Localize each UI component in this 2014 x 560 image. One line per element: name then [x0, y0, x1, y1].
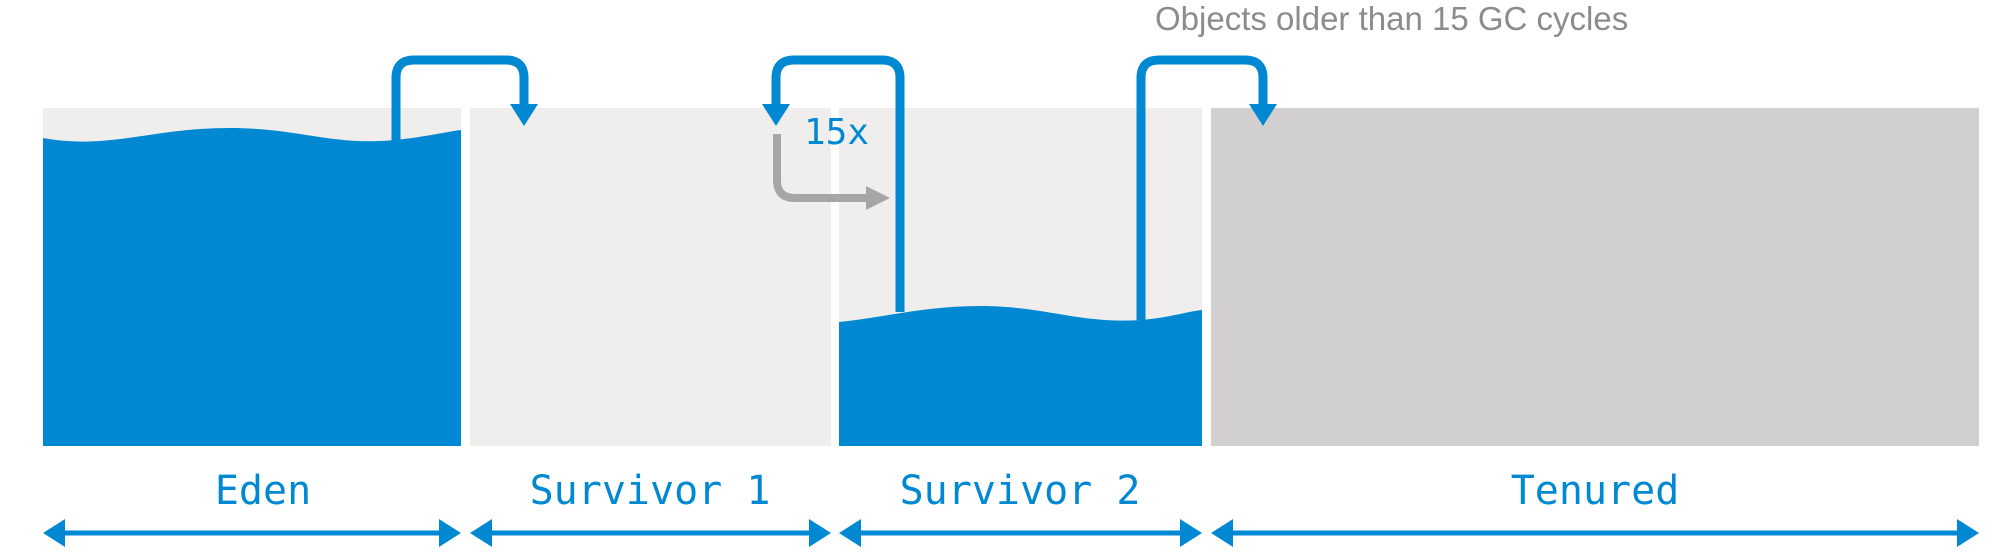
annotation-text: Objects older than 15 GC cycles	[1155, 0, 1628, 37]
repeat-count-label: 15x	[804, 112, 869, 153]
gray-cycle-arrow-head	[866, 186, 890, 210]
survivor2-fill	[839, 306, 1202, 446]
size-arrow-survivor2	[839, 519, 1202, 547]
arrow-survivor2-to-tenured	[1136, 55, 1268, 320]
arrow-survivor2-to-tenured-head	[1249, 104, 1277, 126]
region-label-eden: Eden	[215, 468, 311, 514]
arrow-eden-to-survivor1	[391, 55, 529, 142]
survivor1-region	[470, 108, 831, 446]
region-label-survivor1: Survivor 1	[530, 468, 771, 514]
arrow-eden-to-survivor1-head	[510, 104, 538, 126]
arrow-survivor2-to-survivor1-head	[762, 104, 790, 126]
tenured-region	[1211, 108, 1979, 446]
size-arrow-survivor1	[470, 519, 831, 547]
size-arrow-tenured	[1211, 519, 1979, 547]
size-arrow-eden	[43, 519, 461, 547]
arrow-survivor2-to-survivor1	[771, 55, 905, 312]
region-label-tenured: Tenured	[1511, 468, 1680, 514]
gray-cycle-arrow	[773, 134, 868, 202]
region-label-survivor2: Survivor 2	[900, 468, 1141, 514]
eden-fill	[43, 128, 461, 446]
